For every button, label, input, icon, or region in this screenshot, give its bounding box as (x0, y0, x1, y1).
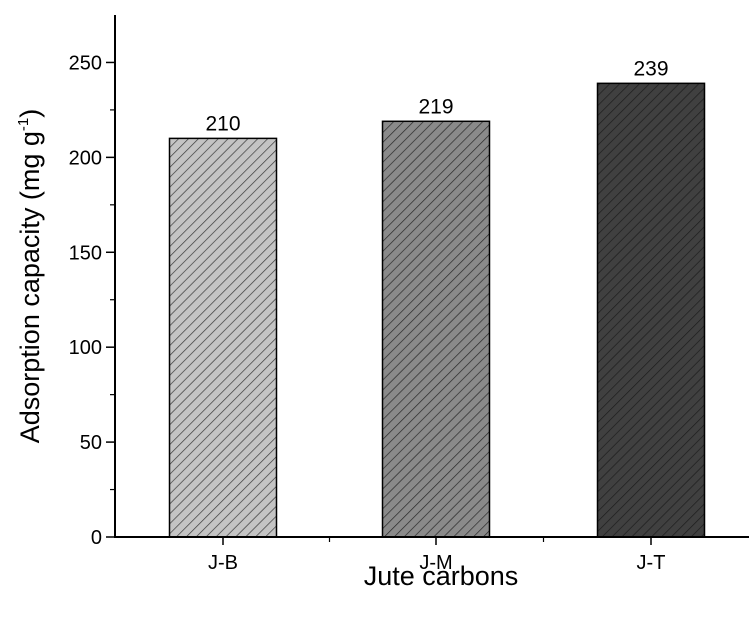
y-axis-ticks: 0 50 100 150 200 250 (69, 52, 115, 549)
x-tick-label-j-m: J-M (419, 552, 452, 574)
data-label-j-m: 219 (418, 95, 453, 118)
bar-j-t (596, 82, 706, 538)
bars (168, 82, 706, 538)
y-tick-label-150: 150 (69, 242, 102, 264)
x-axis-title: Jute carbons (364, 561, 519, 591)
y-tick-label-50: 50 (80, 432, 102, 454)
bar-j-m (381, 120, 491, 538)
x-tick-label-j-t: J-T (637, 552, 666, 574)
x-tick-label-j-b: J-B (208, 552, 238, 574)
y-axis-title-close: ) (15, 109, 45, 118)
y-axis-title-superscript: -1 (15, 118, 32, 131)
y-axis-title: Adsorption capacity (mg g-1) (15, 109, 45, 444)
data-label-j-b: 210 (205, 112, 240, 135)
data-label-j-t: 239 (633, 57, 668, 80)
x-axis-ticks: J-B J-M J-T (208, 537, 665, 574)
y-tick-label-200: 200 (69, 147, 102, 169)
bar-j-b (168, 137, 278, 538)
y-tick-label-250: 250 (69, 52, 102, 74)
data-labels: 210 219 239 (205, 57, 668, 135)
y-tick-label-0: 0 (91, 527, 102, 549)
y-tick-label-100: 100 (69, 337, 102, 359)
y-axis-title-main: Adsorption capacity (mg g (15, 131, 45, 443)
